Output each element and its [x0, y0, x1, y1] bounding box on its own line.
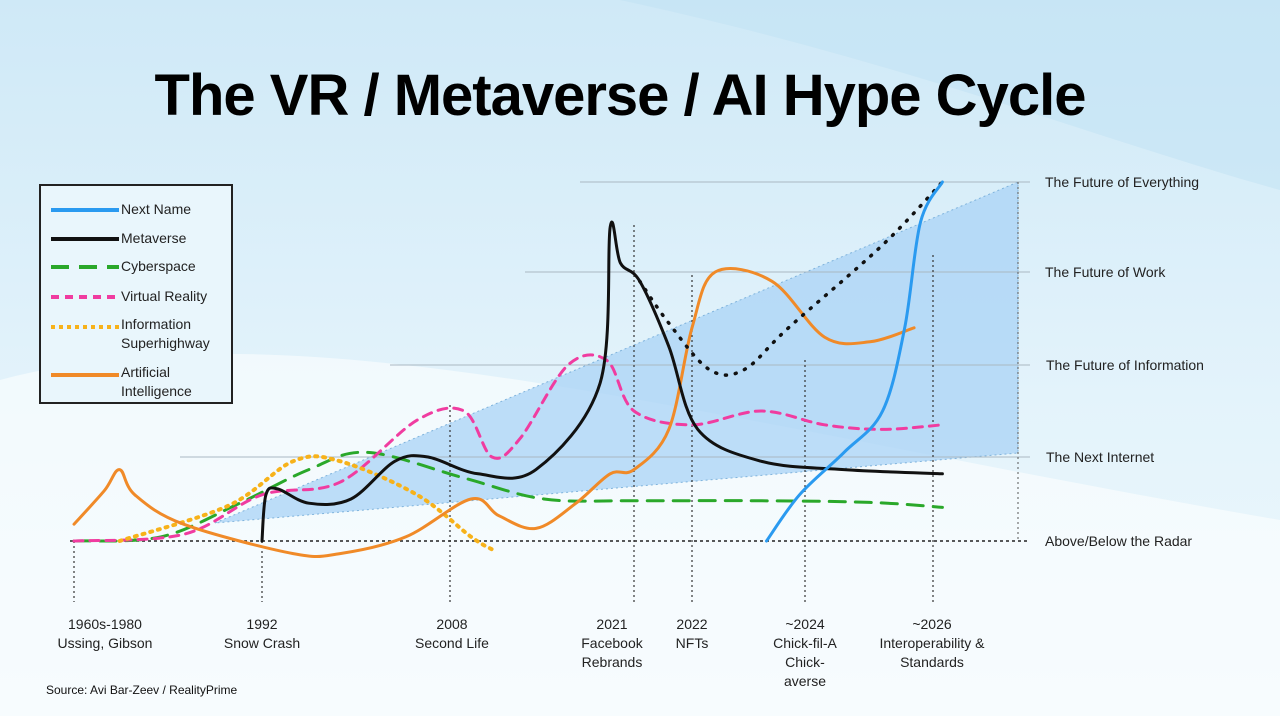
- milestone-text: NFTs: [675, 635, 709, 651]
- milestone-text: Snow Crash: [223, 635, 301, 651]
- legend-label: Artificial Intelligence: [121, 364, 192, 399]
- series-line-metaverse: [260, 220, 944, 543]
- level-label: The Future of Information: [1046, 357, 1204, 373]
- series-line-artificial-intelligence: [72, 267, 916, 558]
- legend-label: Cyberspace: [121, 258, 196, 274]
- milestone-year: 1992: [246, 616, 278, 632]
- milestone-year: ~2024: [785, 616, 825, 632]
- legend-swatch: [51, 373, 119, 377]
- level-label: The Future of Work: [1045, 264, 1166, 280]
- milestone-label: 1992 Snow Crash: [197, 615, 327, 653]
- milestone-label: ~2024 Chick-fil-A Chick-averse: [740, 615, 870, 691]
- milestone-text: Interoperability & Standards: [879, 635, 985, 670]
- milestone-label: 1960s-1980 Ussing, Gibson: [40, 615, 170, 653]
- milestone-year: 2022: [676, 616, 708, 632]
- level-label: Above/Below the Radar: [1045, 533, 1193, 549]
- level-label: The Future of Everything: [1045, 174, 1200, 190]
- milestone-label: 2021 Facebook Rebrands: [547, 615, 677, 672]
- legend-label: Virtual Reality: [121, 288, 208, 304]
- milestone-year: 1960s-1980: [68, 616, 142, 632]
- milestone-label: 2022 NFTs: [627, 615, 757, 653]
- legend-label: Information Superhighway: [121, 316, 210, 351]
- legend-swatch: [51, 325, 119, 329]
- legend-swatch: [51, 295, 119, 299]
- series-line-metaverse-projection: [638, 180, 945, 377]
- source-credit: Source: Avi Bar-Zeev / RealityPrime: [46, 683, 238, 697]
- milestone-text: Facebook Rebrands: [581, 635, 643, 670]
- series-line-cyberspace: [72, 450, 944, 543]
- milestone-text: Ussing, Gibson: [57, 635, 153, 651]
- series-line-virtual-reality: [72, 353, 944, 543]
- milestone-text: Second Life: [415, 635, 489, 651]
- hype-cone-outline: [214, 181, 1019, 524]
- legend-swatch: [51, 265, 119, 269]
- level-label: The Next Internet: [1046, 449, 1155, 465]
- series-line-information-superhighway: [117, 454, 494, 552]
- milestone-label: ~2026 Interoperability & Standards: [867, 615, 997, 672]
- legend: Next Name Metaverse Cyberspace Virtual Real…: [39, 184, 233, 404]
- page-title: The VR / Metaverse / AI Hype Cycle: [154, 63, 1087, 128]
- milestone-year: 2021: [596, 616, 628, 632]
- milestone-text: Chick-fil-A Chick-averse: [773, 635, 837, 689]
- legend-swatch: [51, 237, 119, 241]
- series-line-next-name: [765, 180, 944, 543]
- legend-swatch: [51, 208, 119, 212]
- milestone-year: 2008: [436, 616, 468, 632]
- legend-label: Next Name: [121, 201, 192, 217]
- milestone-year: ~2026: [912, 616, 952, 632]
- legend-label: Metaverse: [121, 230, 187, 246]
- milestone-label: 2008 Second Life: [387, 615, 517, 653]
